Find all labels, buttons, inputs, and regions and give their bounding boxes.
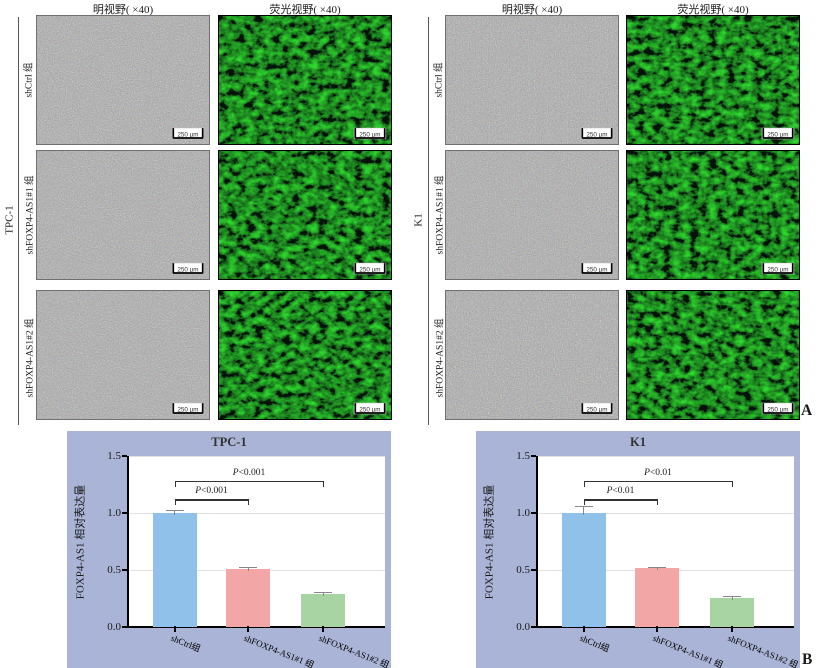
svg-text:250 µm: 250 µm — [359, 131, 380, 138]
svg-text:250 µm: 250 µm — [177, 266, 198, 273]
svg-text:250 µm: 250 µm — [177, 131, 198, 138]
svg-text:250 µm: 250 µm — [586, 406, 607, 413]
svg-text:250 µm: 250 µm — [177, 406, 198, 413]
svg-text:250 µm: 250 µm — [359, 266, 380, 273]
svg-text:250 µm: 250 µm — [767, 406, 788, 413]
svg-text:250 µm: 250 µm — [767, 266, 788, 273]
svg-text:250 µm: 250 µm — [586, 131, 607, 138]
svg-text:250 µm: 250 µm — [767, 131, 788, 138]
svg-text:250 µm: 250 µm — [586, 266, 607, 273]
svg-text:250 µm: 250 µm — [359, 406, 380, 413]
